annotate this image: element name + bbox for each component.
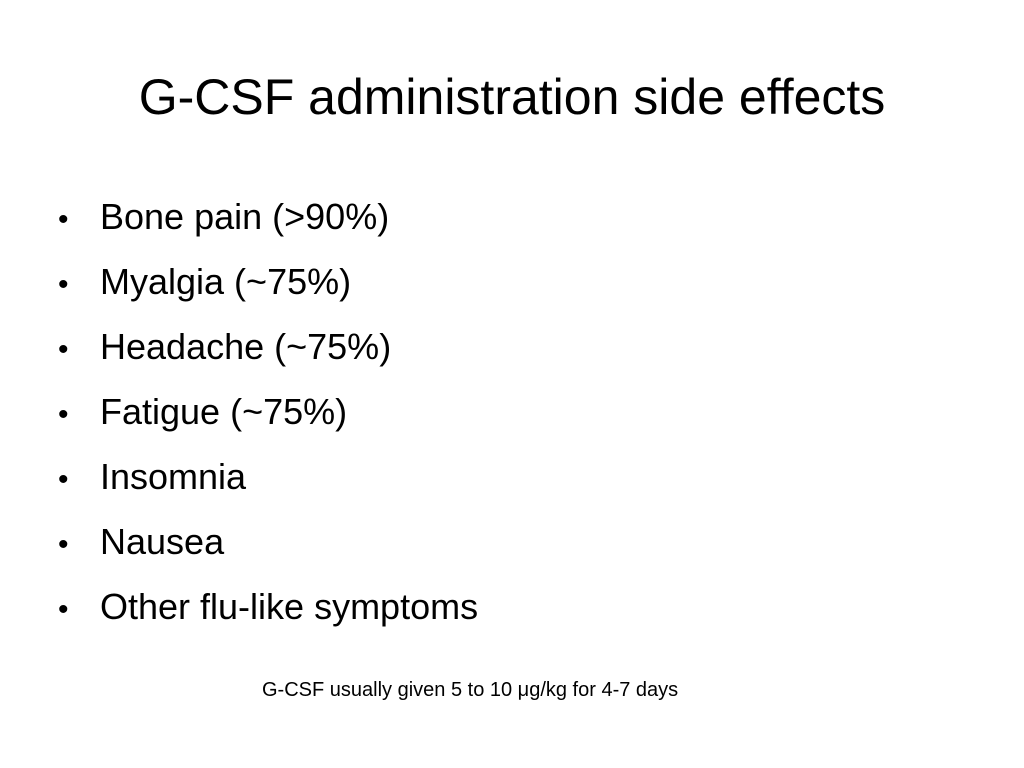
list-item: • Headache (~75%)	[58, 314, 478, 379]
slide-title: G-CSF administration side effects	[138, 69, 886, 125]
bullet-icon: •	[58, 203, 69, 236]
bullet-icon: •	[58, 333, 69, 366]
bullet-icon: •	[58, 593, 69, 626]
list-item-text: Insomnia	[100, 456, 247, 497]
list-item-text: Myalgia (~75%)	[100, 261, 352, 302]
list-item: • Nausea	[58, 509, 478, 574]
list-item: • Myalgia (~75%)	[58, 249, 478, 314]
dosage-footnote: G-CSF usually given 5 to 10 μg/kg for 4-…	[262, 679, 679, 701]
list-item-text: Headache (~75%)	[100, 326, 392, 367]
list-item-text: Bone pain (>90%)	[100, 196, 390, 237]
bullet-icon: •	[58, 528, 69, 561]
list-item: • Insomnia	[58, 444, 478, 509]
list-item: • Bone pain (>90%)	[58, 184, 478, 249]
list-item-text: Fatigue (~75%)	[100, 391, 348, 432]
list-item: • Fatigue (~75%)	[58, 379, 478, 444]
bullet-icon: •	[58, 463, 69, 496]
list-item: • Other flu-like symptoms	[58, 574, 478, 639]
list-item-text: Nausea	[100, 521, 225, 562]
list-item-text: Other flu-like symptoms	[100, 586, 479, 627]
bullet-icon: •	[58, 268, 69, 301]
bullet-icon: •	[58, 398, 69, 431]
side-effects-list: • Bone pain (>90%) • Myalgia (~75%) • He…	[58, 184, 478, 639]
